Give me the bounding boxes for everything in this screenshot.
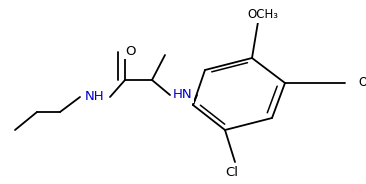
Text: O: O [125, 45, 136, 58]
Text: OCH₃: OCH₃ [358, 77, 366, 89]
Text: HN: HN [173, 89, 193, 102]
Text: NH: NH [85, 91, 105, 103]
Text: Cl: Cl [225, 165, 239, 178]
Text: OCH₃: OCH₃ [247, 8, 279, 22]
